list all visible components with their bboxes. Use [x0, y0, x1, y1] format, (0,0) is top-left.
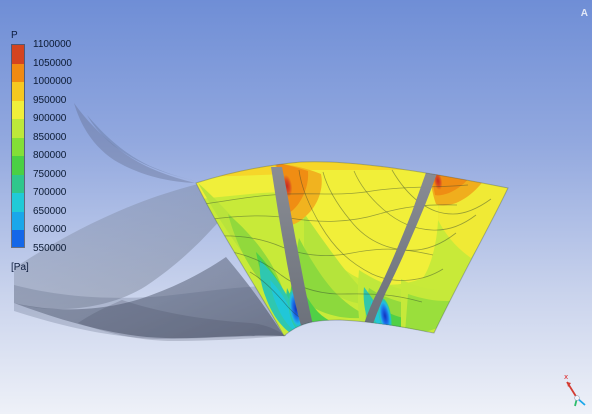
legend-swatch-650000	[12, 211, 24, 230]
legend-label: 1000000	[33, 76, 72, 87]
legend-label: 900000	[33, 113, 67, 124]
axis-triad-label: x	[564, 373, 569, 381]
upper-fin-shadow	[74, 103, 195, 183]
legend-swatch-900000	[12, 119, 24, 138]
blade-shadow-lip	[14, 285, 286, 340]
axis-origin-icon	[574, 395, 580, 401]
legend-label: 600000	[33, 224, 67, 235]
legend-units: [Pa]	[11, 262, 29, 273]
legend-swatch-800000	[12, 156, 24, 175]
legend-labels: 1100000 1050000 1000000 950000 900000 85…	[33, 40, 103, 262]
pressure-legend: 1100000 1050000 1000000 950000 900000 85…	[11, 40, 97, 264]
corner-label: A	[580, 8, 588, 19]
blade-separator-right	[364, 167, 439, 327]
legend-swatch-950000	[12, 100, 24, 119]
legend-label: 850000	[33, 131, 67, 143]
legend-swatch-1000000	[12, 82, 24, 101]
hot-spot-right	[433, 172, 443, 190]
x-axis-head	[567, 382, 571, 387]
legend-swatch-600000	[12, 230, 24, 247]
legend-label: 750000	[33, 168, 67, 180]
legend-color-bar	[11, 44, 25, 248]
legend-title: P	[11, 30, 18, 41]
blade-shadow-lower	[14, 257, 284, 339]
legend-swatch-700000	[12, 193, 24, 212]
legend-label: 950000	[33, 94, 67, 106]
front-shadow-lower-edge	[78, 300, 286, 341]
legend-label: 700000	[33, 187, 67, 198]
legend-swatch-1100000	[12, 45, 24, 64]
legend-swatch-750000	[12, 174, 24, 193]
blade-separator-left	[271, 167, 314, 333]
legend-label: 1050000	[33, 57, 72, 69]
legend-label: 650000	[33, 205, 67, 217]
legend-label: 550000	[33, 242, 67, 254]
legend-swatch-1050000	[12, 63, 24, 82]
legend-swatch-850000	[12, 137, 24, 156]
sector-outline	[195, 161, 509, 337]
legend-label: 800000	[33, 150, 67, 161]
legend-label: 1100000	[33, 39, 72, 50]
axis-triad[interactable]	[556, 373, 590, 409]
